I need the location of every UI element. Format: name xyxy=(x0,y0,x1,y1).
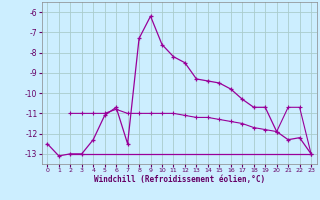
X-axis label: Windchill (Refroidissement éolien,°C): Windchill (Refroidissement éolien,°C) xyxy=(94,175,265,184)
